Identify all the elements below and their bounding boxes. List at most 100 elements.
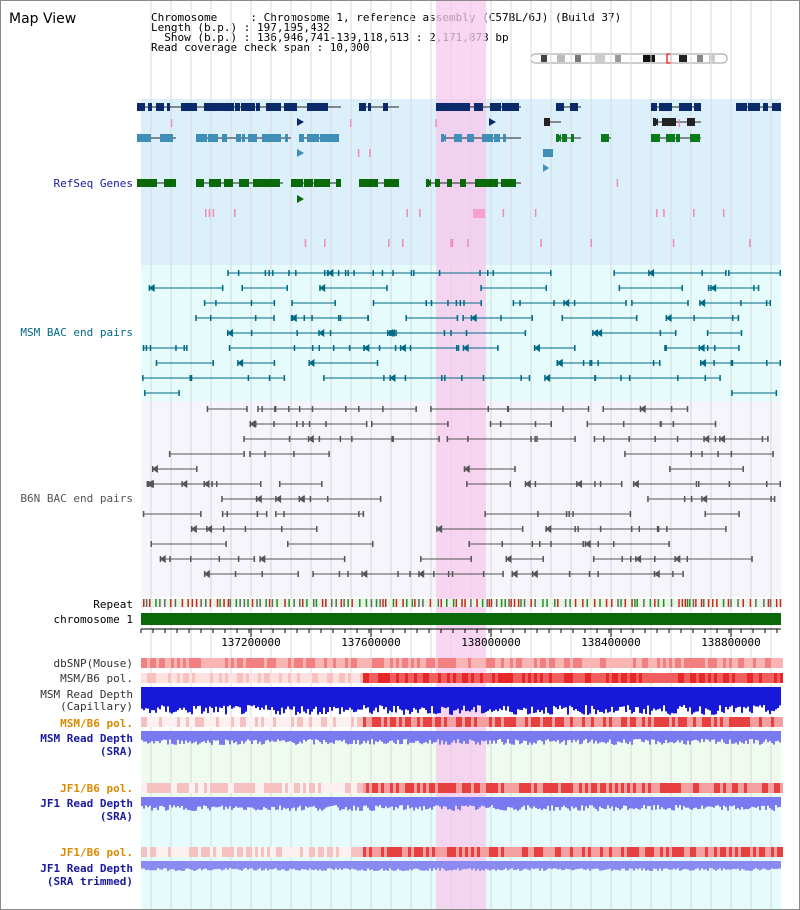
b6n-bac-end: [550, 541, 552, 547]
msm-pol-heat-cell: [390, 673, 393, 683]
jf1-depth-trim-bar: [447, 861, 449, 871]
jf1-depth-sra-bar: [737, 797, 739, 809]
jf1-depth-trim-bar: [147, 861, 149, 870]
msm-depth-sra-bar: [153, 731, 155, 744]
msm-pol-heat-cell: [153, 673, 156, 683]
chromosome-ideogram[interactable]: [529, 53, 731, 65]
track-label-msm-depth-sra[interactable]: MSM Read Depth (SRA): [40, 732, 133, 758]
msm-depth-sra-bar: [247, 731, 249, 740]
jf1-pol2-heat-cell: [348, 847, 351, 857]
jf1-depth-sra-bar: [211, 797, 213, 808]
refseq-gene-exon: [149, 179, 157, 187]
msm-depth-sra-bar: [363, 731, 365, 741]
jf1-depth-trim-bar: [573, 861, 575, 870]
jf1-pol-heat-cell: [396, 783, 399, 793]
refseq-mark: [234, 209, 236, 217]
msm-depth-cap-bar: [261, 687, 263, 708]
refseq-gene-exon: [662, 118, 672, 126]
msm-depth-cap-bar: [721, 687, 723, 712]
track-label-msm-pol-2[interactable]: MSM/B6 pol.: [60, 717, 133, 730]
jf1-pol-heat-cell: [576, 783, 579, 793]
msm-depth-sra-bar: [759, 731, 761, 745]
msm-pol-heat-cell: [738, 673, 741, 683]
msm-depth-sra-bar: [167, 731, 169, 745]
msm-pol2-heat-cell: [339, 717, 342, 727]
msm-depth-cap-bar: [349, 687, 351, 708]
msm-pol-heat-cell: [360, 673, 363, 683]
repeat-mark: [370, 599, 373, 607]
refseq-gene-exon: [444, 103, 454, 111]
track-label-jf1-depth-trimmed[interactable]: JF1 Read Depth (SRA trimmed): [40, 862, 133, 888]
msm-depth-sra-bar: [199, 731, 201, 744]
msm-pol-heat-cell: [690, 673, 693, 683]
msm-pol2-heat-cell: [309, 717, 312, 727]
b6n-bac-arrow: [159, 555, 166, 563]
jf1-pol-heat-cell: [594, 783, 597, 793]
track-label-jf1-pol-2[interactable]: JF1/B6 pol.: [60, 846, 133, 859]
msm-pol2-heat-cell: [642, 717, 645, 727]
jf1-depth-sra-bar: [467, 797, 469, 807]
jf1-pol2-heat-cell: [303, 847, 306, 857]
msm-pol2-heat-cell: [243, 717, 246, 727]
msm-pol2-heat-cell: [288, 717, 291, 727]
jf1-pol2-heat-cell: [336, 847, 339, 857]
jf1-depth-trim-bar: [363, 861, 365, 871]
repeat-mark: [330, 599, 333, 607]
msm-pol2-heat-cell: [648, 717, 651, 727]
msm-depth-cap-bar: [583, 687, 585, 715]
msm-depth-sra-bar: [209, 731, 211, 743]
msm-pol2-heat-cell: [657, 717, 660, 727]
msm-pol2-heat-cell: [714, 717, 717, 727]
track-label-msm-pol[interactable]: MSM/B6 pol.: [60, 672, 133, 685]
jf1-depth-sra-bar: [383, 797, 385, 809]
msm-pol-heat-cell: [468, 673, 471, 683]
track-label-refseq[interactable]: RefSeq Genes: [53, 177, 133, 190]
jf1-depth-trim-bar: [313, 861, 315, 870]
msm-depth-cap-bar: [289, 687, 291, 710]
jf1-depth-trim-bar: [631, 861, 633, 869]
dbsnp-heat-cell: [690, 658, 693, 668]
track-label-repeat[interactable]: Repeat: [93, 598, 133, 611]
msm-depth-cap-bar: [251, 687, 253, 707]
b6n-bac-end: [765, 481, 768, 487]
jf1-depth-sra-bar: [517, 797, 519, 811]
axis-tick-label: 138400000: [581, 636, 641, 649]
track-label-jf1-pol[interactable]: JF1/B6 pol.: [60, 782, 133, 795]
msm-depth-cap-bar: [589, 687, 591, 714]
msm-depth-sra-bar: [155, 731, 157, 742]
jf1-pol2-heat-cell: [660, 847, 663, 857]
msm-depth-cap-bar: [647, 687, 649, 706]
jf1-pol-heat-cell: [249, 783, 252, 793]
msm-depth-cap-bar: [171, 687, 173, 714]
refseq-gene-exon: [736, 103, 747, 111]
jf1-depth-trim-bar: [255, 861, 257, 871]
msm-depth-cap-bar: [183, 687, 185, 708]
dbsnp-heat-cell: [222, 658, 225, 668]
repeat-mark: [325, 599, 327, 607]
msm-depth-cap-bar: [423, 687, 425, 708]
msm-depth-sra-bar: [617, 731, 619, 742]
jf1-depth-trim-bar: [383, 861, 385, 871]
msm-depth-cap-bar: [411, 687, 413, 712]
track-label-msm-depth-capillary[interactable]: MSM Read Depth (Capillary): [40, 688, 133, 713]
track-label-b6n-bac[interactable]: B6N BAC end pairs: [20, 492, 133, 505]
jf1-depth-trim-bar: [385, 861, 387, 871]
track-label-dbsnp[interactable]: dbSNP(Mouse): [53, 657, 133, 670]
jf1-depth-trim-bar: [533, 861, 535, 870]
b6n-bac-end: [602, 406, 604, 412]
msm-depth-cap-bar: [227, 687, 229, 707]
msm-depth-cap-bar: [387, 687, 389, 714]
msm-depth-cap-bar: [385, 687, 387, 708]
jf1-depth-sra-bar: [317, 797, 319, 811]
jf1-pol-heat-cell: [741, 783, 744, 793]
jf1-pol-heat-cell: [522, 783, 525, 793]
msm-depth-sra-bar: [263, 731, 265, 744]
repeat-mark: [335, 599, 337, 607]
track-label-msm-bac[interactable]: MSM BAC end pairs: [20, 326, 133, 339]
msm-bac-end: [443, 330, 446, 336]
track-label-jf1-depth-sra[interactable]: JF1 Read Depth (SRA): [40, 797, 133, 823]
repeat-mark: [504, 599, 507, 607]
jf1-pol-heat-cell: [756, 783, 759, 793]
jf1-depth-trim-bar: [539, 861, 541, 871]
